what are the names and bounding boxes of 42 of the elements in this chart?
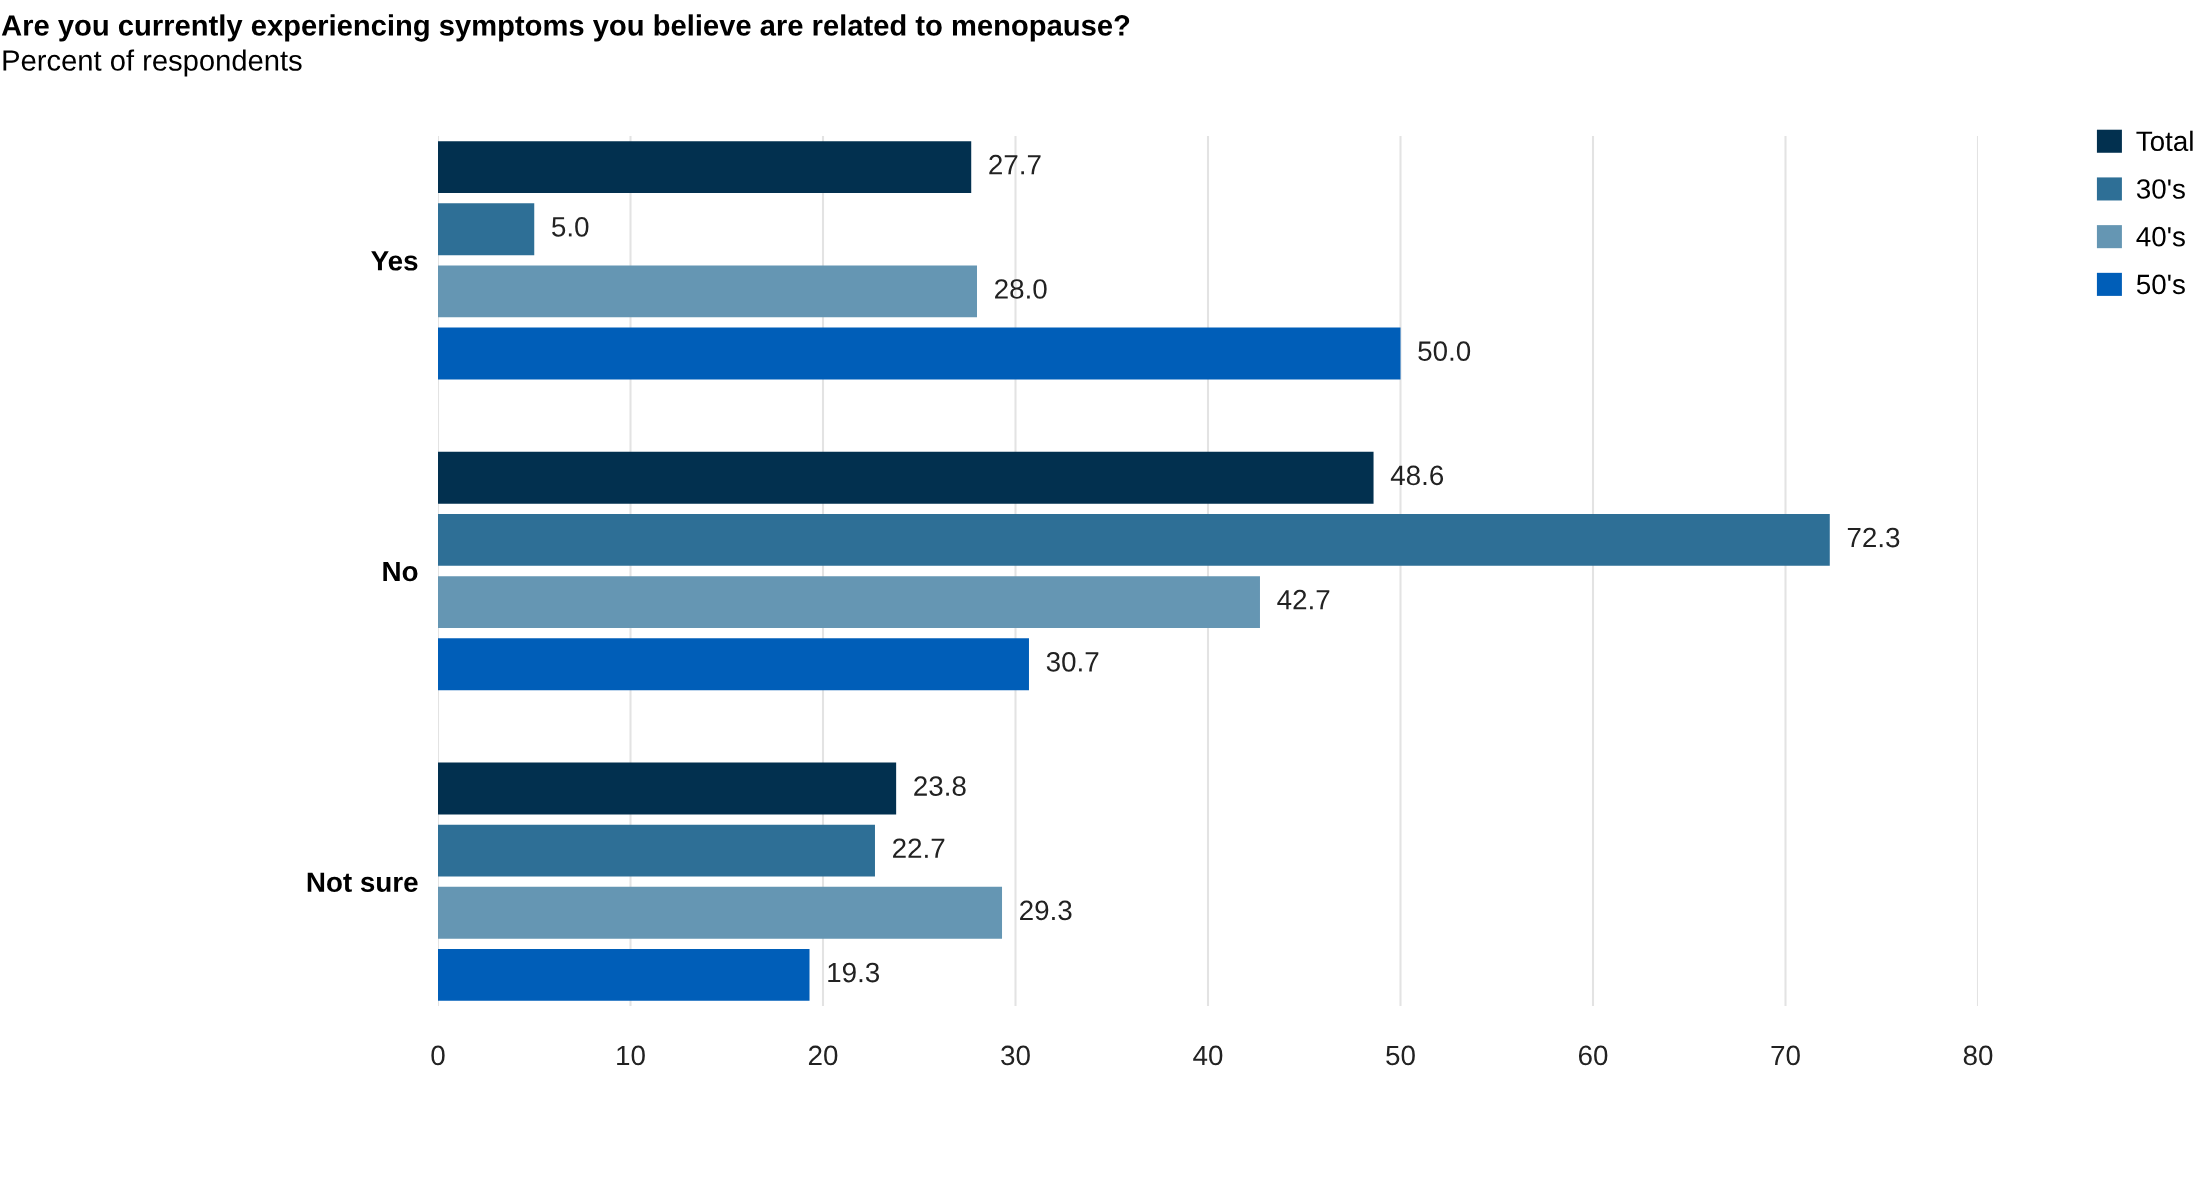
bar — [438, 886, 1003, 939]
y-tick-label: Yes — [371, 251, 418, 271]
bar — [438, 948, 810, 1001]
bar — [438, 638, 1029, 691]
x-tick-label: 50 — [1386, 1045, 1415, 1066]
legend-label: 50's — [2136, 274, 2185, 295]
bar — [438, 762, 897, 815]
x-tick-label: 70 — [1771, 1045, 1800, 1066]
bar — [438, 327, 1401, 380]
chart-title: Are you currently experiencing symptoms you believe are related to menopause? — [1, 14, 1130, 42]
y-tick-label: No — [383, 561, 418, 582]
y-tick-label: Not sure — [307, 872, 418, 893]
x-tick-label: 60 — [1578, 1045, 1608, 1066]
data-label: 19.3 — [828, 962, 880, 983]
bar — [438, 576, 1260, 629]
data-label: 29.3 — [1020, 900, 1072, 921]
legend-label: Total — [2136, 130, 2193, 152]
data-label: 48.6 — [1390, 465, 1444, 486]
text: Percent of respondents — [3, 49, 302, 77]
x-tick-label: 10 — [617, 1045, 645, 1066]
bar — [438, 203, 535, 256]
data-label: 72.3 — [1847, 527, 1900, 548]
x-tick-label: 30 — [1001, 1045, 1030, 1066]
bar — [438, 141, 972, 194]
data-label: 30.7 — [1046, 652, 1099, 672]
bar — [438, 513, 1830, 566]
legend-label: 40's — [2136, 226, 2185, 247]
data-label: 28.0 — [995, 279, 1047, 299]
data-label: 50.0 — [1418, 341, 1471, 361]
data-label: 27.7 — [989, 154, 1041, 175]
x-tick-label: 40 — [1193, 1045, 1223, 1066]
data-label: 23.8 — [914, 776, 966, 796]
x-tick-label: 0 — [431, 1045, 445, 1066]
x-tick-label: 80 — [1963, 1045, 1993, 1066]
data-label: 5.0 — [552, 217, 589, 237]
legend-label: 30's — [2136, 179, 2185, 199]
x-tick-label: 20 — [808, 1045, 838, 1066]
data-label: 42.7 — [1277, 589, 1330, 610]
bar — [438, 265, 977, 318]
bar — [438, 451, 1374, 504]
bar — [438, 824, 875, 877]
data-label: 22.7 — [893, 838, 945, 858]
